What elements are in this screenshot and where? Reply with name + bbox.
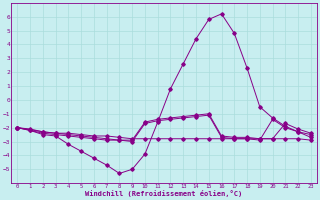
X-axis label: Windchill (Refroidissement éolien,°C): Windchill (Refroidissement éolien,°C) xyxy=(85,190,243,197)
